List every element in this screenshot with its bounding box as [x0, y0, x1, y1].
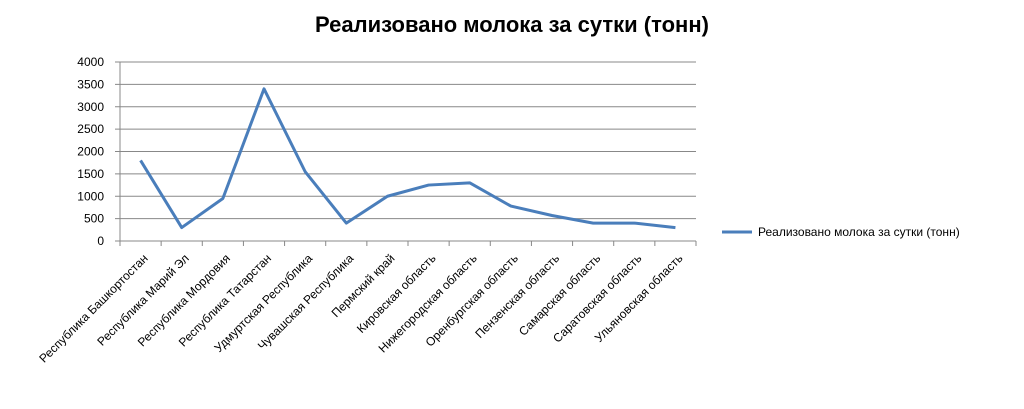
y-tick-label: 0	[97, 234, 104, 248]
chart-title: Реализовано молока за сутки (тонн)	[315, 12, 709, 37]
y-tick-label: 1500	[77, 167, 104, 181]
y-tick-label: 3000	[77, 100, 104, 114]
y-tick-label: 500	[84, 212, 104, 226]
y-tick-label: 4000	[77, 55, 104, 69]
y-tick-label: 1000	[77, 189, 104, 203]
y-tick-label: 2000	[77, 145, 104, 159]
y-tick-label: 3500	[77, 77, 104, 91]
y-tick-label: 2500	[77, 122, 104, 136]
legend-label: Реализовано молока за сутки (тонн)	[758, 225, 960, 239]
x-tick-label: Кировская область	[354, 251, 439, 336]
data-line	[139, 87, 676, 230]
